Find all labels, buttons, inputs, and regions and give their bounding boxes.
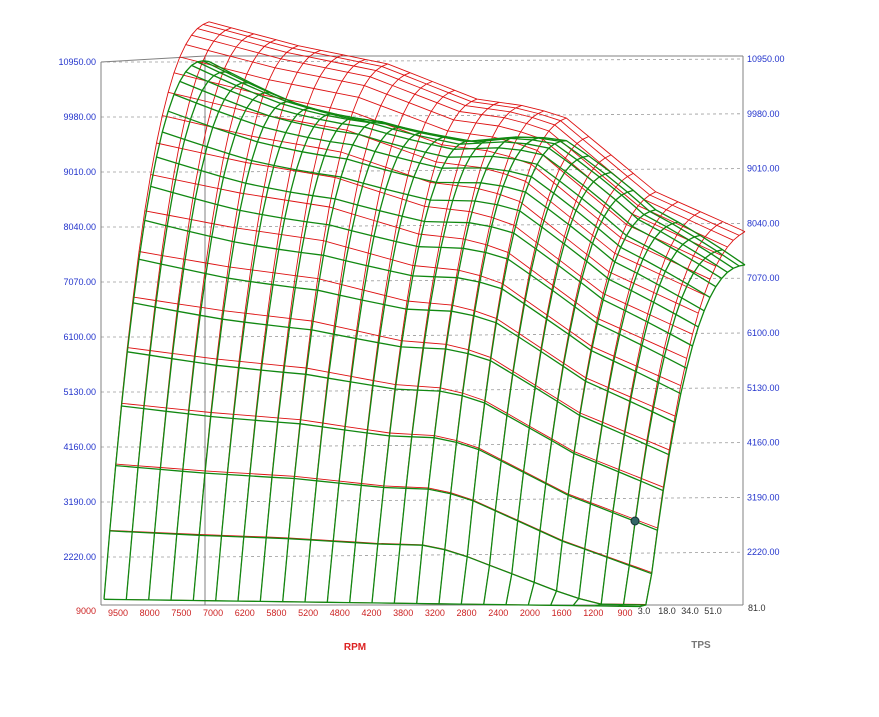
mesh-line (125, 71, 232, 600)
y-tick-right: 3190.00 (747, 492, 780, 502)
y-tick-right: 8040.00 (747, 218, 780, 228)
y-tick-right: 2220.00 (747, 547, 780, 557)
grid (101, 58, 744, 558)
tps-tick: 51.0 (704, 606, 722, 616)
rpm-tick: 2800 (457, 608, 477, 618)
mesh-line (127, 351, 664, 492)
mesh-line (595, 234, 701, 607)
mesh-line (179, 80, 717, 288)
mesh-line (170, 92, 277, 601)
rpm-tick: 1600 (552, 608, 572, 618)
rpm-tick: 3200 (425, 608, 445, 618)
rpm-tick: 3800 (393, 608, 413, 618)
rpm-tick: 5200 (298, 608, 318, 618)
mesh-line (572, 221, 679, 607)
tps-axis-title: TPS (691, 640, 711, 651)
y-tick-left: 8040.00 (63, 222, 96, 232)
mesh-line (282, 120, 388, 602)
y-tick-right: 5130.00 (747, 383, 780, 393)
rpm-tick: 4800 (330, 608, 350, 618)
mesh-line (156, 142, 693, 335)
mesh-line (259, 117, 366, 602)
rpm-axis-ticks: 9500 8000 7500 7000 6200 5800 5200 4800 4200 3800… (108, 608, 633, 618)
mesh-line (173, 72, 711, 280)
tps-tick: 18.0 (658, 606, 676, 616)
tps-tick: 34.0 (681, 606, 699, 616)
y-tick-left: 5130.00 (63, 387, 96, 397)
rpm-tick: 8000 (140, 608, 160, 618)
mesh-line (483, 136, 589, 605)
mesh-line (349, 136, 455, 603)
y-tick-right: 6100.00 (747, 328, 780, 338)
y-tick-left: 6100.00 (63, 332, 96, 342)
mesh-line (639, 231, 746, 607)
mesh-line (326, 132, 433, 603)
mesh-line (639, 264, 746, 608)
y-bottom-left-label: 9000 (76, 606, 96, 616)
gridline (101, 113, 744, 118)
rpm-tick: 2000 (520, 608, 540, 618)
y-axis-right: 10950.00 9980.00 9010.00 8040.00 7070.00 6100… (747, 54, 785, 557)
y-bottom-right-label: 81.0 (748, 603, 766, 613)
rpm-tick: 2400 (488, 608, 508, 618)
mesh-line (304, 126, 411, 603)
rpm-tick: 900 (617, 608, 632, 618)
green-mesh-series (103, 60, 746, 608)
rpm-tick: 6200 (235, 608, 255, 618)
mesh-line (483, 155, 589, 605)
rpm-tick: 7500 (171, 608, 191, 618)
rpm-tick: 7000 (203, 608, 223, 618)
y-tick-right: 7070.00 (747, 273, 780, 283)
rpm-tick: 9500 (108, 608, 128, 618)
mesh-line (115, 463, 652, 573)
mesh-line (416, 136, 522, 604)
y-tick-left: 7070.00 (63, 277, 96, 287)
y-tick-left: 3190.00 (63, 497, 96, 507)
y-tick-left: 2220.00 (63, 552, 96, 562)
mesh-line (505, 171, 612, 605)
y-tick-right: 9010.00 (747, 164, 780, 174)
y-tick-right: 10950.00 (747, 54, 785, 64)
mesh-line (371, 140, 478, 603)
cursor-marker[interactable] (630, 516, 640, 526)
y-tick-left: 9010.00 (63, 167, 96, 177)
mesh-line (192, 100, 299, 601)
rpm-axis-title: RPM (344, 642, 366, 653)
gridline (101, 497, 744, 503)
mesh-line (133, 296, 670, 451)
mesh-line (550, 209, 656, 606)
rpm-tick: 1200 (583, 608, 603, 618)
mesh-line (148, 82, 254, 600)
mesh-line (197, 28, 734, 241)
y-axis-left: 10950.00 9980.00 9010.00 8040.00 7070.00 6100… (58, 57, 96, 562)
mesh-line (393, 138, 500, 604)
mesh-line (237, 113, 344, 602)
mesh-line (215, 107, 321, 601)
y-tick-left: 10950.00 (58, 57, 96, 67)
mesh-line (438, 137, 545, 604)
y-tick-left: 9980.00 (63, 112, 96, 122)
mesh-line (103, 60, 210, 600)
mesh-line (460, 139, 567, 605)
tps-axis-ticks: 3.0 18.0 34.0 51.0 (638, 606, 722, 616)
tps-tick: 3.0 (638, 606, 651, 616)
mesh-line (527, 173, 634, 606)
mesh-line (527, 189, 634, 606)
rpm-tick: 4200 (361, 608, 381, 618)
y-tick-left: 4160.00 (63, 442, 96, 452)
rpm-tick: 5800 (266, 608, 286, 618)
y-tick-right: 4160.00 (747, 438, 780, 448)
y-tick-right: 9980.00 (747, 109, 780, 119)
mesh-line (595, 211, 701, 607)
